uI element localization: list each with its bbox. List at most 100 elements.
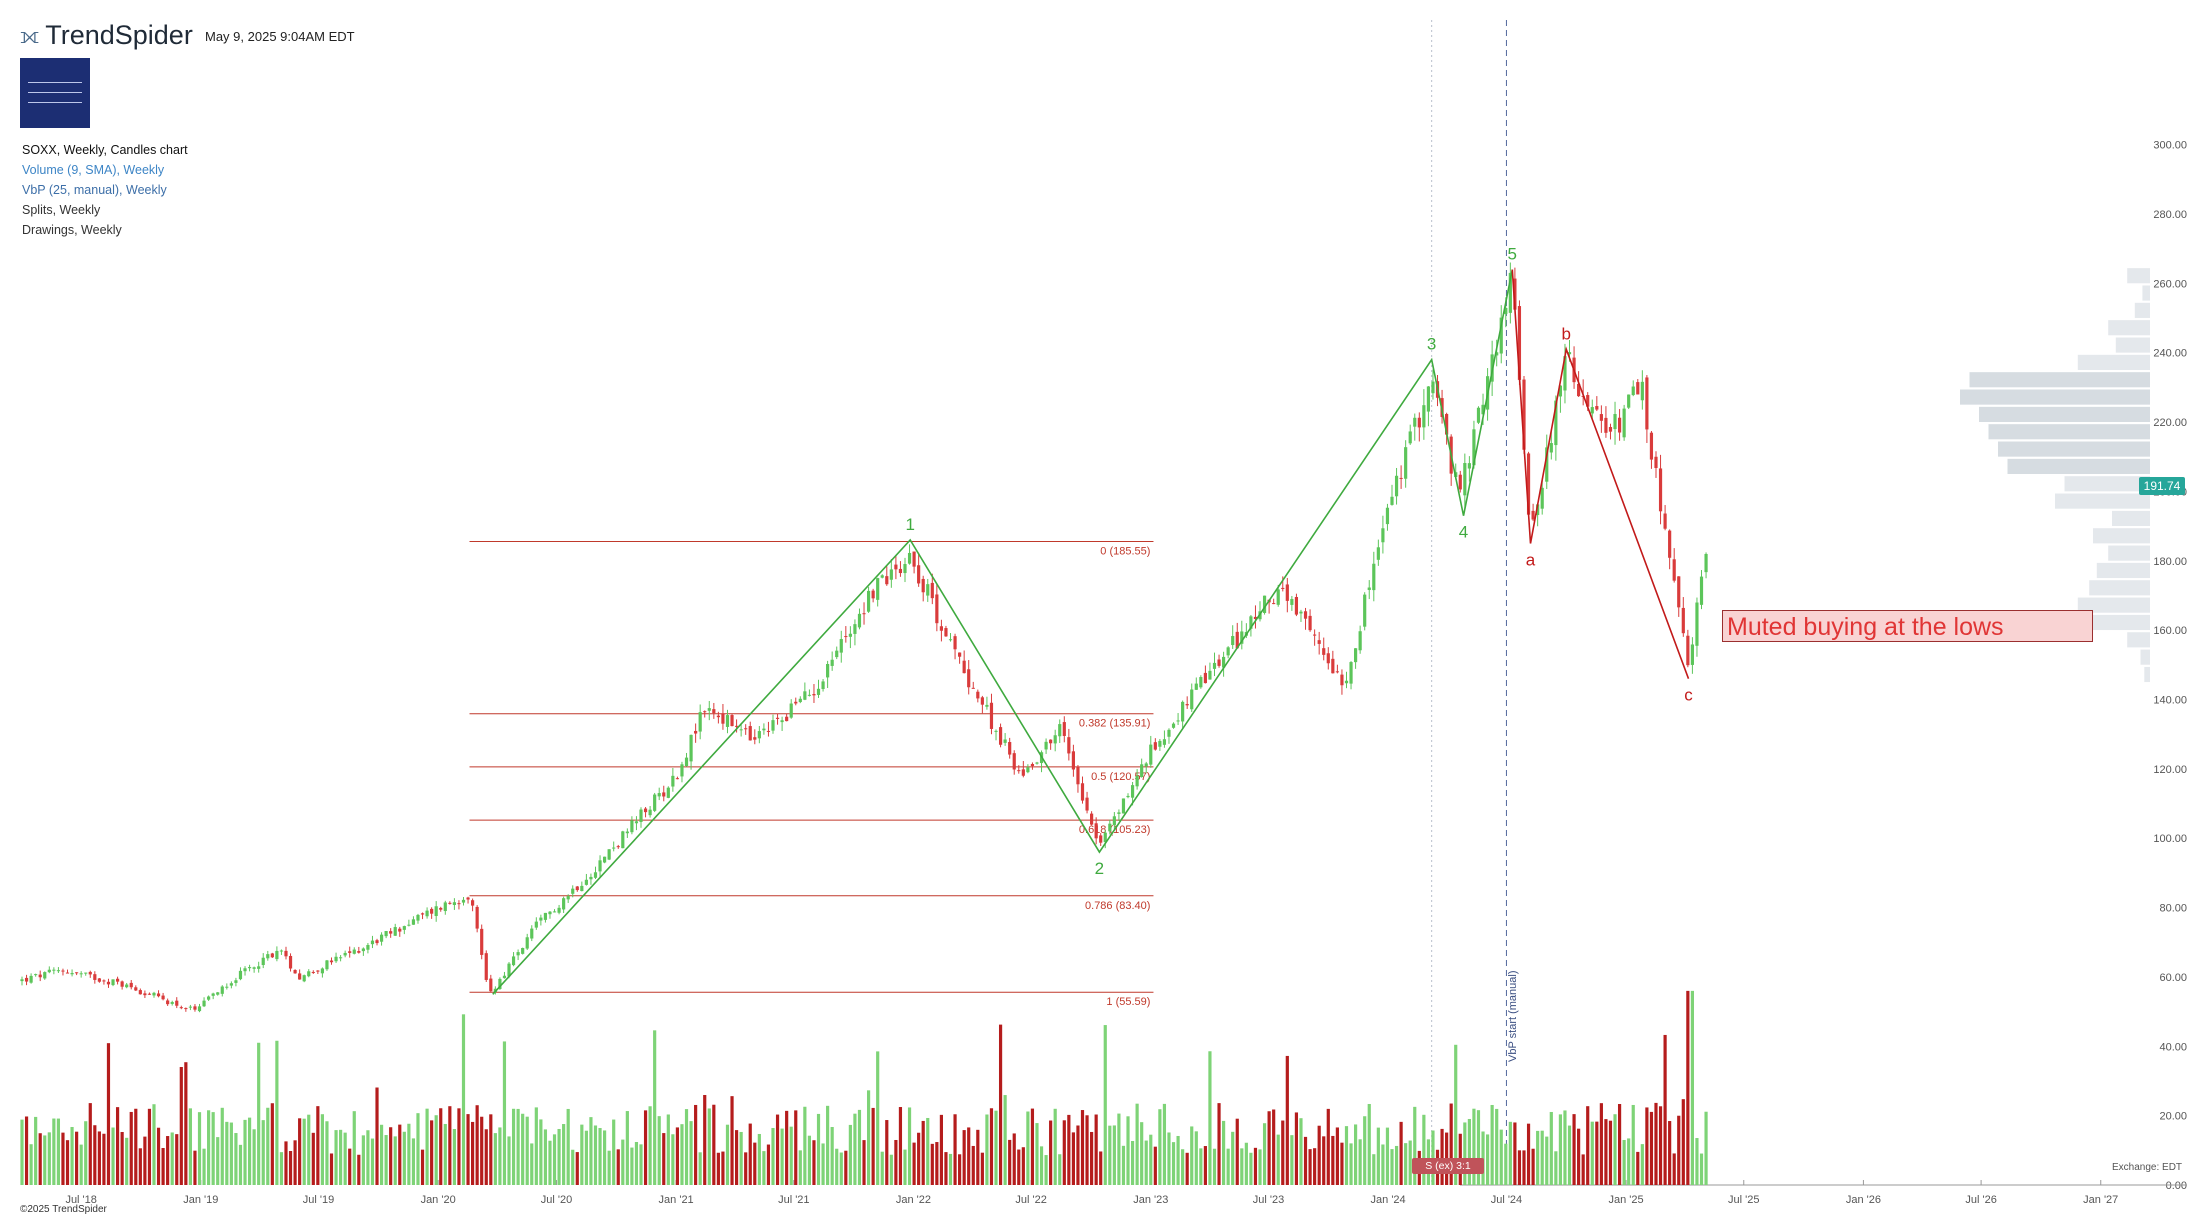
volume-bar (384, 1135, 388, 1185)
split-badge[interactable]: S (ex) 3:1 (1412, 1158, 1484, 1174)
candle-body (24, 977, 29, 982)
candle-body (216, 992, 220, 995)
candle-body (1290, 599, 1294, 605)
y-tick-label: 300.00 (2153, 140, 2187, 152)
study-vbp[interactable]: VbP (25, manual), Weekly (22, 183, 167, 197)
note-callout[interactable]: Muted buying at the lows (1722, 610, 2093, 642)
volume-bar (625, 1111, 629, 1185)
candle-body (70, 973, 74, 975)
volume-bar (1640, 1144, 1644, 1185)
volume-bar (1085, 1115, 1089, 1185)
candle-body (903, 564, 907, 574)
volume-bar (1067, 1114, 1071, 1185)
candle-body (998, 727, 1003, 745)
volume-bar (653, 1030, 657, 1185)
volume-bar (998, 1024, 1003, 1185)
y-tick-label: 140.00 (2153, 695, 2187, 707)
candle-body (302, 975, 306, 982)
volume-bar (534, 1107, 538, 1185)
volume-bar (1394, 1145, 1399, 1185)
candle-body (1558, 385, 1563, 397)
volume-bar (343, 1132, 347, 1185)
candle-body (734, 725, 739, 727)
volume-bar (1554, 1151, 1558, 1185)
volume-bar (1577, 1128, 1581, 1185)
candle-body (803, 691, 807, 700)
volume-bar (662, 1133, 666, 1185)
candle-body (1012, 753, 1016, 770)
volume-bar (1385, 1127, 1390, 1185)
x-tick-label: Jul '26 (1965, 1194, 1996, 1206)
candle-body (521, 948, 525, 954)
volume-bar (880, 1151, 884, 1185)
volume-bar (821, 1143, 825, 1185)
volume-bar (1649, 1111, 1654, 1185)
volume-bar (65, 1140, 70, 1185)
study-symbol[interactable]: SOXX, Weekly, Candles chart (22, 143, 188, 157)
volume-bar (1376, 1127, 1380, 1185)
volume-bar (1390, 1149, 1394, 1185)
volume-bar (1613, 1114, 1617, 1185)
candle-body (1445, 413, 1449, 435)
study-splits[interactable]: Splits, Weekly (22, 203, 101, 217)
candle-body (279, 950, 284, 952)
candle-body (1349, 662, 1353, 684)
volume-bar (1103, 1025, 1107, 1185)
volume-bar (379, 1124, 384, 1185)
volume-bar (102, 1133, 106, 1185)
candle-body (926, 584, 930, 596)
candle-body (1281, 587, 1285, 589)
candle-body (1381, 528, 1385, 543)
volume-bar (935, 1142, 939, 1185)
volume-bar (1572, 1114, 1576, 1185)
volume-bar (1303, 1136, 1308, 1185)
candle-body (1394, 475, 1399, 497)
candle-body (862, 613, 866, 615)
volume-bar (1381, 1144, 1385, 1185)
candle-body (857, 613, 862, 628)
candle-body (38, 974, 42, 978)
candle-body (630, 820, 634, 833)
candle-body (298, 973, 302, 980)
volume-bar (225, 1121, 229, 1185)
volume-bar (1663, 1034, 1667, 1185)
volume-bar (1608, 1120, 1613, 1185)
candle-body (780, 720, 784, 723)
volume-bar (789, 1126, 793, 1185)
y-tick-label: 120.00 (2153, 764, 2187, 776)
candle-body (507, 963, 511, 977)
wave-label: c (1684, 686, 1693, 705)
candle-body (1654, 456, 1658, 469)
volume-bar (612, 1119, 616, 1185)
volume-bar (844, 1150, 848, 1185)
candle-body (557, 907, 561, 913)
candle-body (184, 1008, 188, 1010)
candle-body (1376, 547, 1380, 560)
candle-body (430, 908, 434, 914)
candle-body (1162, 739, 1167, 745)
vbp-row (1960, 389, 2150, 405)
candle-body (525, 937, 529, 949)
volume-bar (1654, 1102, 1658, 1185)
volume-bar (1062, 1120, 1066, 1185)
candle-body (1085, 797, 1089, 811)
volume-bar (1035, 1123, 1039, 1185)
volume-bar (994, 1110, 998, 1185)
study-drawings[interactable]: Drawings, Weekly (22, 223, 122, 237)
volume-bar (443, 1123, 447, 1185)
candle-body (1472, 429, 1476, 466)
volume-bar (903, 1149, 907, 1185)
candle-body (1158, 740, 1162, 747)
candle-body (953, 636, 957, 650)
candle-body (238, 970, 243, 980)
volume-bar (739, 1131, 743, 1185)
candle-body (980, 697, 984, 705)
candle-body (1117, 812, 1121, 814)
volume-bar (1313, 1148, 1317, 1185)
candle-body (202, 1000, 206, 1007)
study-volume[interactable]: Volume (9, SMA), Weekly (22, 163, 165, 177)
vbp-row (2134, 302, 2150, 318)
candle-body (1149, 744, 1153, 765)
volume-bar (616, 1149, 620, 1185)
